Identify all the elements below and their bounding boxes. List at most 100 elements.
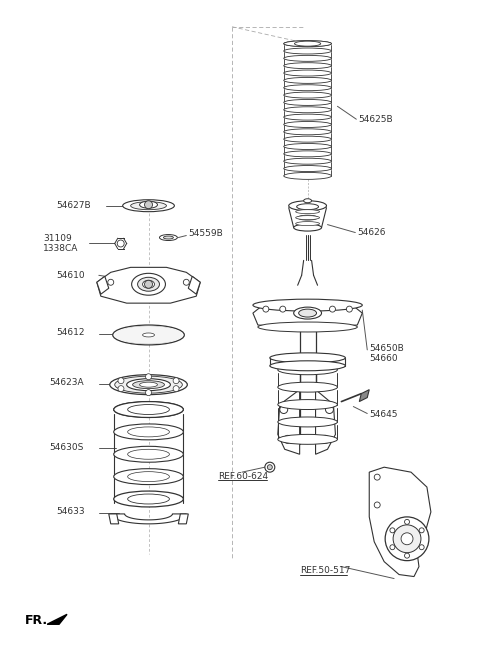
Ellipse shape <box>113 325 184 345</box>
Text: 54645: 54645 <box>369 410 398 419</box>
Text: REF.50-517: REF.50-517 <box>300 566 350 575</box>
Ellipse shape <box>284 48 332 54</box>
Ellipse shape <box>278 365 337 375</box>
Polygon shape <box>369 467 431 577</box>
Polygon shape <box>111 514 186 524</box>
Text: 54626: 54626 <box>357 228 386 237</box>
Text: 54630S: 54630S <box>49 443 84 452</box>
Ellipse shape <box>284 114 332 120</box>
Ellipse shape <box>115 377 182 393</box>
Ellipse shape <box>114 401 183 417</box>
Text: 54559B: 54559B <box>188 229 223 238</box>
Ellipse shape <box>284 63 332 69</box>
Polygon shape <box>278 390 300 454</box>
Ellipse shape <box>114 401 183 417</box>
Polygon shape <box>360 390 369 401</box>
Polygon shape <box>253 301 362 327</box>
Ellipse shape <box>140 382 157 387</box>
Ellipse shape <box>127 379 170 390</box>
Ellipse shape <box>253 299 362 311</box>
Ellipse shape <box>114 446 183 462</box>
Text: 54627B: 54627B <box>56 201 91 210</box>
Ellipse shape <box>284 136 332 142</box>
Circle shape <box>401 533 413 544</box>
Ellipse shape <box>123 199 174 212</box>
Ellipse shape <box>128 449 169 459</box>
Circle shape <box>145 374 152 380</box>
Polygon shape <box>315 390 336 454</box>
Ellipse shape <box>284 173 332 179</box>
Ellipse shape <box>284 107 332 113</box>
Circle shape <box>267 464 272 470</box>
Circle shape <box>280 306 286 312</box>
Circle shape <box>265 462 275 472</box>
Ellipse shape <box>128 405 169 415</box>
Circle shape <box>390 544 395 550</box>
Ellipse shape <box>294 224 322 231</box>
Ellipse shape <box>304 199 312 203</box>
Ellipse shape <box>114 424 183 440</box>
Circle shape <box>118 378 124 384</box>
Circle shape <box>145 390 152 396</box>
Ellipse shape <box>270 353 346 363</box>
Ellipse shape <box>138 277 159 291</box>
Circle shape <box>419 544 424 550</box>
Ellipse shape <box>284 129 332 134</box>
Ellipse shape <box>296 216 320 220</box>
Text: 54623A: 54623A <box>49 378 84 387</box>
Ellipse shape <box>117 327 180 343</box>
Ellipse shape <box>278 382 337 392</box>
Ellipse shape <box>118 327 180 343</box>
Circle shape <box>393 525 421 553</box>
Ellipse shape <box>298 215 318 220</box>
Ellipse shape <box>284 70 332 76</box>
Circle shape <box>390 528 395 533</box>
Polygon shape <box>109 514 119 524</box>
Polygon shape <box>97 276 109 294</box>
Ellipse shape <box>284 151 332 157</box>
Circle shape <box>374 474 380 480</box>
Circle shape <box>183 279 189 285</box>
Ellipse shape <box>140 201 157 208</box>
Polygon shape <box>47 614 67 625</box>
Ellipse shape <box>284 55 332 61</box>
Circle shape <box>405 520 409 524</box>
Ellipse shape <box>114 468 183 485</box>
Text: 1338CA: 1338CA <box>43 244 79 253</box>
Circle shape <box>385 517 429 561</box>
Text: 54660: 54660 <box>369 354 398 363</box>
Ellipse shape <box>278 434 337 444</box>
Text: 54650B: 54650B <box>369 344 404 354</box>
Ellipse shape <box>288 201 326 211</box>
Ellipse shape <box>295 41 321 46</box>
Ellipse shape <box>278 400 337 409</box>
Ellipse shape <box>284 41 332 47</box>
Ellipse shape <box>143 333 155 337</box>
Circle shape <box>280 405 288 413</box>
Polygon shape <box>270 358 346 366</box>
Polygon shape <box>97 268 200 303</box>
Circle shape <box>325 405 334 413</box>
Ellipse shape <box>284 158 332 164</box>
Ellipse shape <box>284 77 332 83</box>
Ellipse shape <box>132 274 166 295</box>
Ellipse shape <box>131 202 167 210</box>
Text: 54612: 54612 <box>56 329 84 337</box>
Circle shape <box>117 240 124 247</box>
Circle shape <box>322 436 329 443</box>
Ellipse shape <box>159 235 178 241</box>
Text: 31109: 31109 <box>43 234 72 243</box>
Ellipse shape <box>284 165 332 171</box>
Ellipse shape <box>132 380 165 388</box>
Ellipse shape <box>284 121 332 127</box>
Ellipse shape <box>115 326 182 344</box>
Ellipse shape <box>284 41 332 47</box>
Circle shape <box>263 306 269 312</box>
Ellipse shape <box>128 472 169 482</box>
Circle shape <box>173 378 179 384</box>
Ellipse shape <box>284 100 332 106</box>
Ellipse shape <box>164 236 173 239</box>
Circle shape <box>419 528 424 533</box>
Circle shape <box>329 306 336 312</box>
Circle shape <box>347 306 352 312</box>
